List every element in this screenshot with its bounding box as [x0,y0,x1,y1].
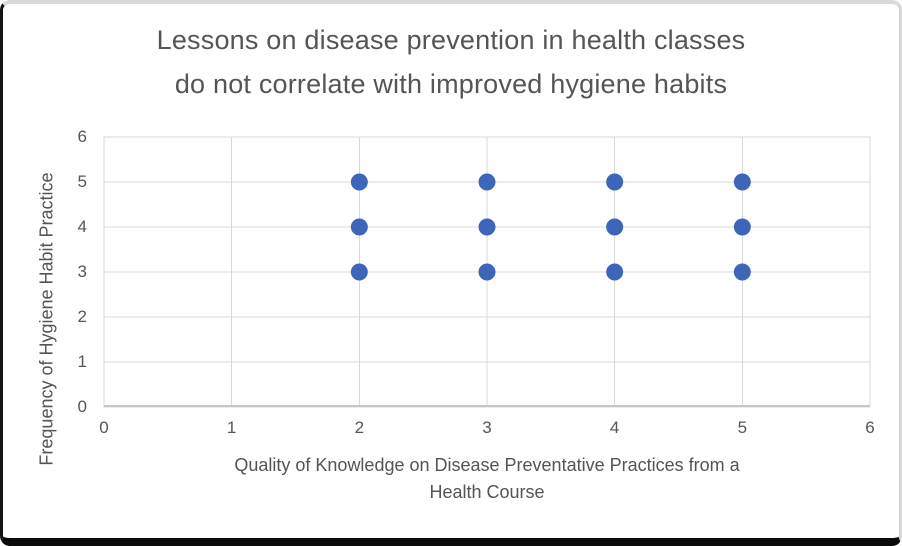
data-point [606,173,624,191]
data-point [733,263,751,281]
data-point [350,263,368,281]
y-tick-label: 5 [77,172,87,191]
x-tick-label: 6 [865,418,875,437]
y-tick-label: 3 [77,262,87,281]
x-tick-label: 5 [737,418,748,437]
y-axis-ticks: 0 1 2 3 4 5 6 [3,127,87,416]
y-tick-label: 6 [77,127,87,146]
chart-title: Lessons on disease prevention in health … [3,18,899,106]
x-tick-label: 3 [482,418,492,437]
x-axis-ticks: 0 1 2 3 4 5 6 [99,418,874,440]
data-point [733,218,751,236]
data-point [478,173,496,191]
chart-title-line-2: do not correlate with improved hygiene h… [174,69,728,99]
scatter-plot [103,136,871,408]
data-point [733,173,751,191]
x-axis-title: Quality of Knowledge on Disease Preventa… [104,452,870,506]
x-axis-title-line-1: Quality of Knowledge on Disease Preventa… [234,455,740,475]
y-tick-label: 0 [77,397,87,416]
y-tick-label: 4 [77,217,87,236]
y-tick-label: 2 [77,307,87,326]
y-tick-label: 1 [77,352,87,371]
x-tick-label: 1 [226,418,237,437]
x-tick-label: 4 [609,418,620,437]
data-point [350,218,368,236]
data-point [350,173,368,191]
data-point [606,263,624,281]
data-point [478,263,496,281]
x-axis-title-line-2: Health Course [429,482,545,502]
data-point [478,218,496,236]
chart-title-line-1: Lessons on disease prevention in health … [156,25,746,55]
x-tick-label: 0 [99,418,109,437]
data-point [606,218,624,236]
plot-area [103,136,871,408]
x-tick-label: 2 [354,418,365,437]
